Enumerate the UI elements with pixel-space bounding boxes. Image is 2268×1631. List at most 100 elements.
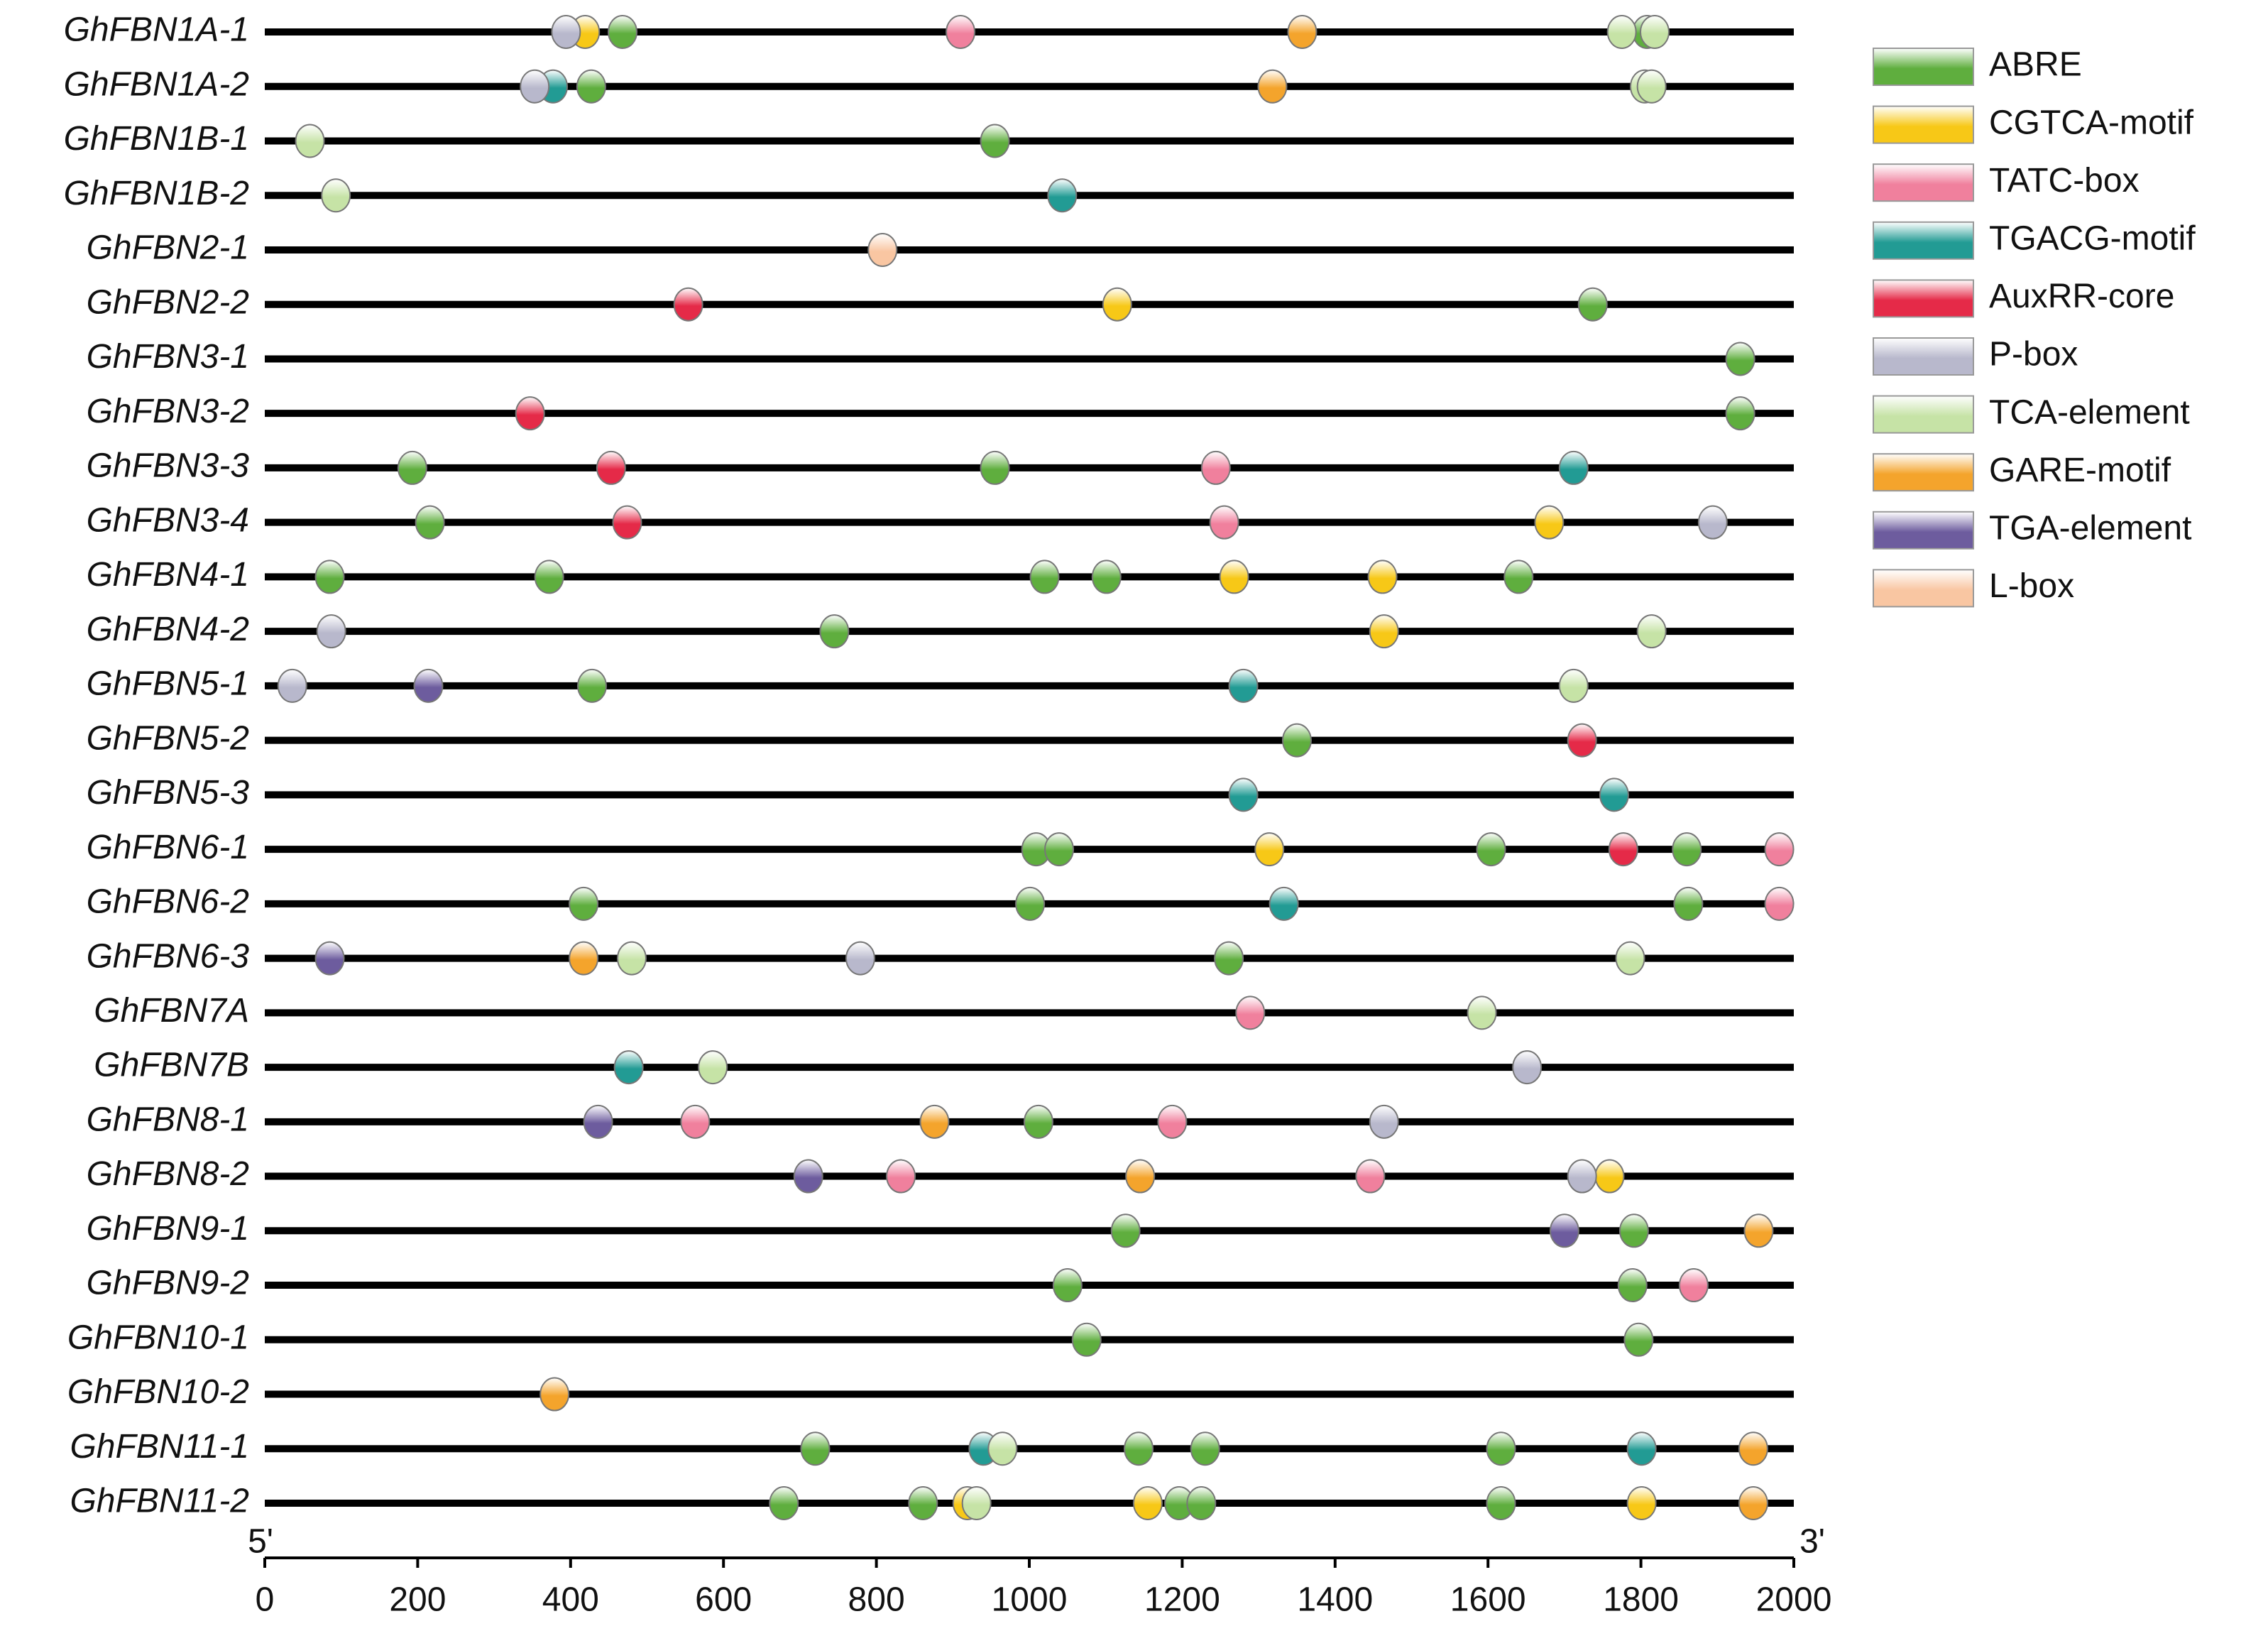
legend-swatch bbox=[1873, 279, 1974, 318]
motif-marker bbox=[1626, 1486, 1657, 1520]
motif-marker bbox=[1071, 1322, 1102, 1357]
gene-label: GhFBN8-2 bbox=[87, 1155, 249, 1193]
motif-marker bbox=[1623, 1322, 1654, 1357]
legend-label: AuxRR-core bbox=[1989, 278, 2174, 315]
gene-label: GhFBN2-2 bbox=[87, 283, 249, 321]
motif-marker bbox=[1281, 723, 1312, 758]
motif-marker bbox=[1577, 287, 1608, 322]
gene-label: GhFBN4-1 bbox=[87, 556, 249, 594]
motif-marker bbox=[1567, 723, 1597, 758]
motif-marker bbox=[1738, 1486, 1768, 1520]
gene-label: GhFBN10-1 bbox=[67, 1319, 249, 1356]
motif-marker bbox=[1606, 15, 1637, 49]
motif-marker bbox=[1636, 69, 1667, 104]
motif-marker bbox=[1219, 560, 1249, 594]
motif-marker bbox=[961, 1486, 992, 1520]
x-tick-label: 1400 bbox=[1297, 1581, 1373, 1619]
legend-swatch bbox=[1873, 163, 1974, 202]
legend-swatch bbox=[1873, 453, 1974, 492]
motif-marker bbox=[314, 941, 345, 976]
motif-marker bbox=[1023, 1104, 1053, 1139]
motif-marker bbox=[1257, 69, 1288, 104]
motif-marker bbox=[1228, 778, 1259, 812]
motif-marker bbox=[616, 941, 647, 976]
gene-label: GhFBN2-1 bbox=[87, 229, 249, 267]
motif-marker bbox=[1190, 1431, 1220, 1466]
motif-marker bbox=[1549, 1213, 1579, 1248]
motif-marker bbox=[551, 15, 581, 49]
motif-marker bbox=[1052, 1268, 1083, 1303]
motif-marker bbox=[1369, 1104, 1399, 1139]
start-label: 5' bbox=[248, 1523, 273, 1561]
legend-swatch bbox=[1873, 337, 1974, 376]
legend-swatch bbox=[1873, 48, 1974, 86]
motif-marker bbox=[1534, 505, 1565, 540]
motif-marker bbox=[845, 941, 875, 976]
x-tick-label: 1800 bbox=[1603, 1581, 1679, 1619]
motif-marker bbox=[569, 886, 599, 921]
gene-label: GhFBN11-1 bbox=[70, 1428, 249, 1466]
legend-label: TGA-element bbox=[1989, 509, 2191, 547]
gene-label: GhFBN11-2 bbox=[70, 1483, 249, 1520]
legend-label: TATC-box bbox=[1989, 162, 2140, 200]
motif-marker bbox=[980, 450, 1010, 485]
gene-label: GhFBN3-4 bbox=[87, 501, 249, 539]
gene-label: GhFBN6-1 bbox=[87, 829, 249, 866]
gene-label: GhFBN8-1 bbox=[87, 1101, 249, 1138]
motif-marker bbox=[1157, 1104, 1188, 1139]
x-tick-label: 0 bbox=[256, 1581, 275, 1619]
motif-marker bbox=[1029, 560, 1060, 594]
motif-marker bbox=[1697, 505, 1728, 540]
legend-label: TGACG-motif bbox=[1989, 219, 2196, 257]
gene-label: GhFBN1A-2 bbox=[64, 65, 249, 103]
motif-marker bbox=[1228, 668, 1259, 703]
motif-marker bbox=[314, 560, 345, 594]
motif-marker bbox=[576, 69, 606, 104]
motif-marker bbox=[946, 15, 976, 49]
motif-marker bbox=[1124, 1431, 1154, 1466]
motif-marker bbox=[908, 1486, 938, 1520]
gene-label: GhFBN3-2 bbox=[87, 393, 249, 430]
motif-marker bbox=[1558, 668, 1589, 703]
motif-marker bbox=[1764, 886, 1795, 921]
motif-marker bbox=[1608, 832, 1638, 867]
motif-marker bbox=[1476, 832, 1506, 867]
motif-marker bbox=[1355, 1159, 1386, 1194]
motif-marker bbox=[520, 69, 550, 104]
gene-label: GhFBN7A bbox=[94, 992, 249, 1030]
x-tick-label: 800 bbox=[848, 1581, 905, 1619]
x-tick-label: 600 bbox=[695, 1581, 752, 1619]
motif-marker bbox=[698, 1050, 728, 1085]
gene-label: GhFBN7B bbox=[94, 1047, 249, 1084]
gene-label: GhFBN1A-1 bbox=[64, 11, 249, 49]
x-tick-label: 2000 bbox=[1756, 1581, 1832, 1619]
motif-marker bbox=[1110, 1213, 1141, 1248]
legend-swatch bbox=[1873, 105, 1974, 144]
motif-marker bbox=[539, 1377, 570, 1412]
motif-marker bbox=[1594, 1159, 1625, 1194]
motif-marker bbox=[1367, 560, 1398, 594]
motif-marker bbox=[987, 1431, 1018, 1466]
motif-marker bbox=[1486, 1431, 1516, 1466]
motif-marker bbox=[1287, 15, 1317, 49]
motif-marker bbox=[1209, 505, 1239, 540]
legend-label: TCA-element bbox=[1989, 393, 2190, 431]
motif-marker bbox=[1486, 1486, 1516, 1520]
legend-swatch bbox=[1873, 511, 1974, 550]
motif-marker bbox=[277, 668, 307, 703]
motif-marker bbox=[1235, 995, 1266, 1030]
gene-label: GhFBN9-2 bbox=[87, 1265, 249, 1302]
motif-marker bbox=[919, 1104, 950, 1139]
motif-marker bbox=[1102, 287, 1132, 322]
legend-swatch bbox=[1873, 221, 1974, 260]
legend-label: L-box bbox=[1989, 567, 2074, 605]
motif-marker bbox=[1254, 832, 1285, 867]
gene-label: GhFBN1B-2 bbox=[64, 175, 249, 212]
motif-marker bbox=[1618, 1213, 1649, 1248]
motif-marker bbox=[321, 178, 351, 213]
motif-marker bbox=[576, 668, 607, 703]
x-tick-label: 200 bbox=[389, 1581, 446, 1619]
motif-marker bbox=[819, 614, 850, 649]
legend-swatch bbox=[1873, 569, 1974, 608]
